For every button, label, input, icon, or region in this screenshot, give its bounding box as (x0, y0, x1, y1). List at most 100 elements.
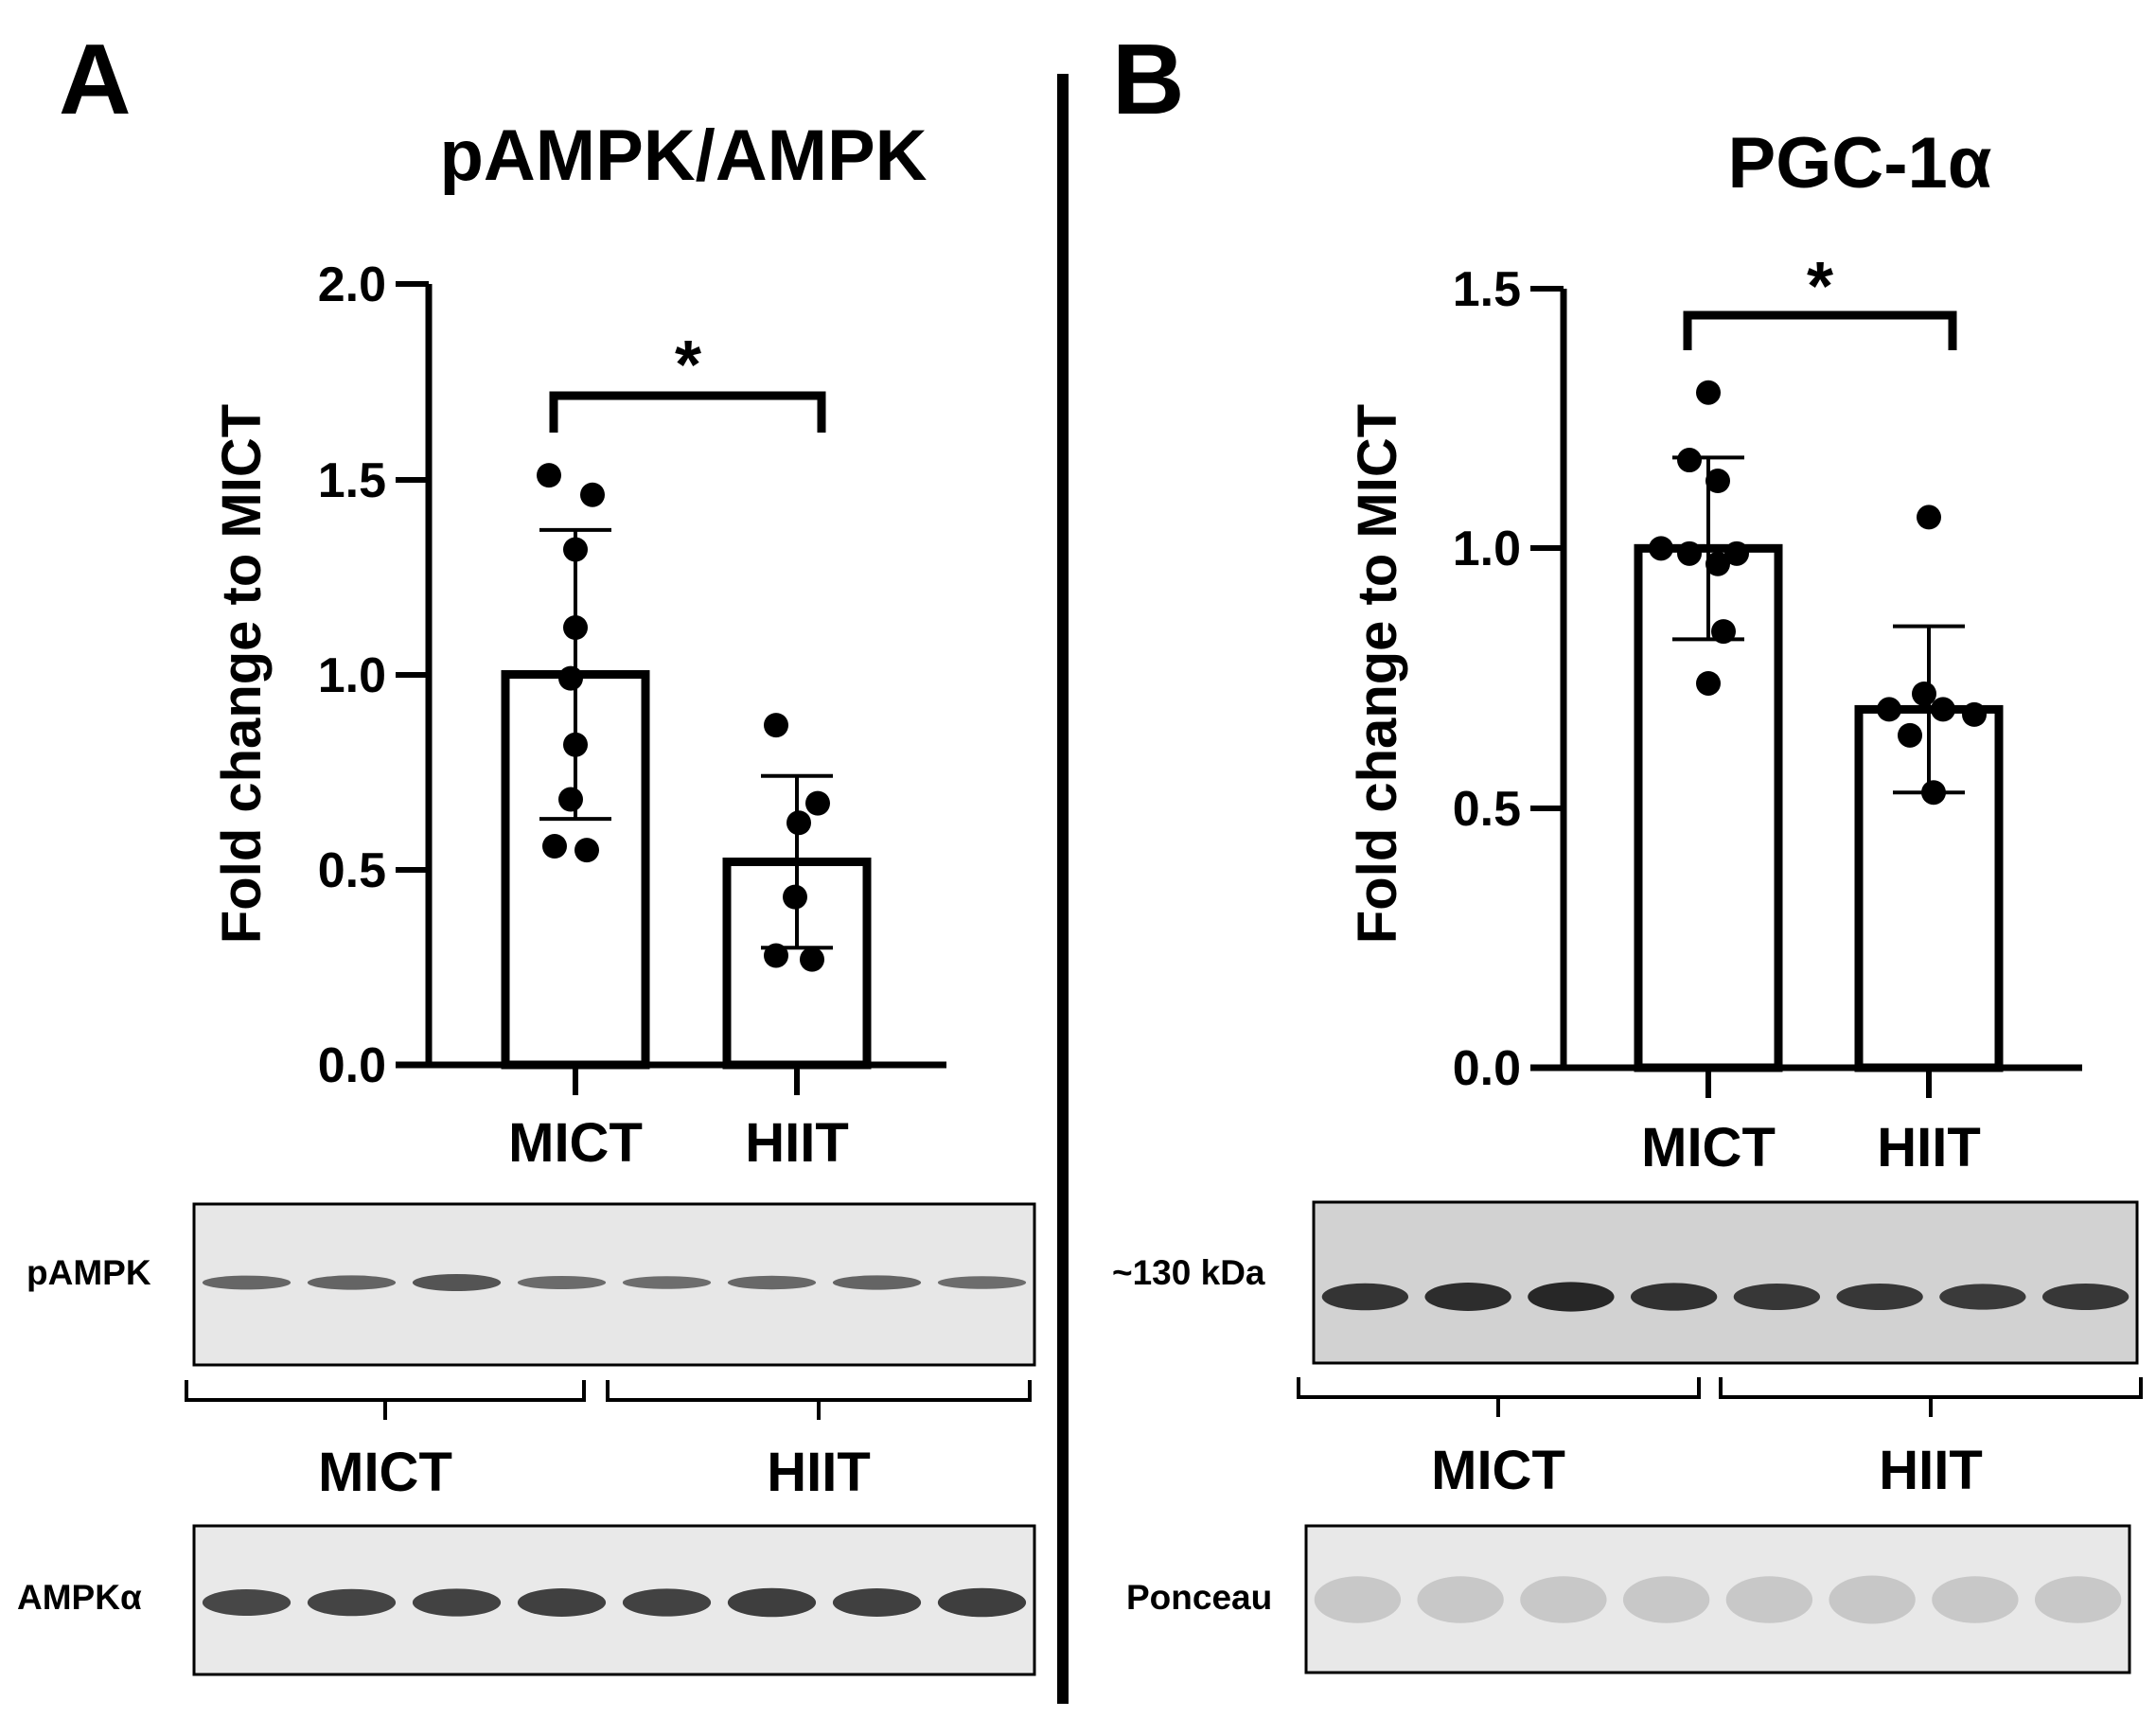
panel-b-significance-star: * (1807, 249, 1833, 325)
panel-b-top-band (1836, 1284, 1923, 1310)
panel-b-data-point (1649, 536, 1673, 561)
panel-b-data-point (1705, 469, 1730, 494)
panel-a-data-marks (501, 463, 872, 1070)
panel-b-top-band (1733, 1284, 1821, 1310)
panel-b-group-brace-hiit (1719, 1377, 2143, 1417)
panel-b-ytick-label: 1.0 (1453, 522, 1521, 576)
panel-b-bottom-band (1520, 1576, 1607, 1623)
panel-a-bottom-band (937, 1587, 1027, 1618)
panel-a-top-band (832, 1275, 922, 1290)
panel-b-bottom-band (1829, 1575, 1916, 1624)
panel-a-bottom-band (517, 1588, 607, 1617)
panel-a-category-label: HIIT (745, 1112, 849, 1174)
panel-b-data-point (1677, 540, 1702, 566)
panel-b-group-label-hiit: HIIT (1879, 1440, 1983, 1501)
panel-b-data-point (1696, 380, 1721, 405)
panel-a-group-label-mict: MICT (318, 1442, 452, 1503)
panel-b-data-point (1677, 448, 1702, 473)
panel-b-top-band (1630, 1283, 1718, 1311)
panel-b: B PGC-1α Fold change to MICT 0.0 0.5 1.0… (1112, 24, 2143, 1674)
panel-a-top-band (517, 1276, 607, 1289)
panel-a-bottom-band (832, 1588, 922, 1617)
panel-b-plot: 0.0 0.5 1.0 1.5 MICT HIIT * (1453, 249, 2082, 1178)
panel-b-ytick-label: 0.0 (1453, 1041, 1521, 1096)
panel-b-significance-bracket (1683, 310, 1957, 350)
panel-a-ytick-label: 1.5 (318, 453, 386, 508)
panel-b-group-label-mict: MICT (1431, 1440, 1565, 1501)
panel-a-data-point (558, 787, 583, 812)
panel-a-top-band (727, 1275, 817, 1290)
panel-a-bottom-band (202, 1589, 292, 1616)
panel-b-data-point (1912, 681, 1936, 706)
panel-a-group-brace-hiit (606, 1380, 1032, 1420)
panel-a-data-point (800, 947, 824, 972)
panel-a-significance-bracket (549, 391, 826, 433)
panel-b-bottom-band (1417, 1576, 1504, 1623)
panel-b-data-point (1898, 722, 1922, 748)
panel-a-data-point (563, 732, 588, 757)
panel-a-data-point (558, 665, 583, 691)
panel-b-top-band (1321, 1283, 1409, 1311)
panel-b-data-point (1724, 540, 1749, 566)
panel-b-top-band (1424, 1283, 1511, 1311)
panel-a-group-label-hiit: HIIT (767, 1442, 871, 1503)
panel-a-bottom-blot-label: AMPKα (17, 1578, 142, 1617)
panel-b-y-axis-label: Fold change to MICT (1347, 404, 1408, 944)
panel-a-data-point (537, 463, 561, 488)
panel-a-bottom-band (412, 1588, 502, 1617)
panel-a-top-band (412, 1274, 502, 1291)
panel-divider (1057, 74, 1069, 1704)
panel-b-top-band (1528, 1282, 1615, 1312)
panel-a-data-point (542, 834, 567, 859)
panel-a-data-point (764, 713, 788, 738)
panel-b-bottom-bands (1314, 1575, 2122, 1624)
panel-b-category-label: HIIT (1877, 1117, 1981, 1178)
panel-a-top-band (937, 1276, 1027, 1289)
panel-b-data-point (1962, 701, 1987, 727)
panel-b-top-band (2041, 1284, 2129, 1310)
panel-a-data-point (563, 615, 588, 640)
panel-b-top-bands (1321, 1282, 2129, 1312)
panel-b-data-marks (1634, 380, 2004, 1072)
panel-a-significance-star: * (675, 328, 701, 403)
panel-b-top-blot (1312, 1200, 2139, 1365)
panel-a-label: A (59, 24, 132, 135)
panel-a-ytick-label: 0.5 (318, 843, 386, 898)
panel-b-data-point (1921, 780, 1946, 806)
panel-b-data-point (1931, 697, 1955, 722)
panel-a-data-point (563, 537, 588, 562)
panel-a-bottom-band (307, 1588, 397, 1617)
panel-b-group-brace-mict (1297, 1377, 1701, 1417)
panel-b-category-label: MICT (1641, 1117, 1776, 1178)
panel-a-data-point (783, 884, 807, 910)
panel-a-category-label: MICT (508, 1112, 643, 1174)
panel-b-ytick-label: 1.5 (1453, 262, 1521, 317)
panel-a-bottom-bands (202, 1587, 1027, 1618)
panel-b-top-blot-label: ~130 kDa (1112, 1253, 1265, 1292)
panel-a-bottom-band (622, 1588, 712, 1617)
panel-a-top-blot-label: pAMPK (27, 1253, 151, 1292)
panel-b-bottom-band (2034, 1576, 2122, 1623)
panel-b-bottom-blot-label: Ponceau (1126, 1578, 1272, 1617)
panel-a-data-point (805, 790, 830, 816)
panel-b-bottom-band (1932, 1576, 2019, 1623)
panel-a-data-point (580, 482, 605, 507)
panel-b-bottom-band (1314, 1576, 1402, 1623)
panel-b-bottom-band (1622, 1576, 1710, 1623)
panel-b-top-band (1939, 1284, 2026, 1310)
panel-b-data-point (1696, 670, 1721, 696)
panel-a-title: pAMPK/AMPK (439, 115, 927, 196)
panel-a-ytick-label: 2.0 (318, 257, 386, 312)
panel-a-group-brace-mict (185, 1380, 586, 1420)
panel-a-top-band (622, 1276, 712, 1289)
panel-a-ytick-label: 1.0 (318, 648, 386, 703)
panel-a-plot: 0.0 0.5 1.0 1.5 2.0 MICT HIIT * (318, 257, 946, 1174)
panel-b-data-point (1705, 551, 1730, 576)
panel-b-data-point (1917, 505, 1941, 530)
panel-b-bottom-band (1725, 1576, 1813, 1623)
panel-a-top-bands (202, 1274, 1027, 1291)
panel-b-data-point (1711, 619, 1736, 645)
panel-a: A pAMPK/AMPK Fold change to MICT 0.0 0.5… (17, 24, 1036, 1676)
panel-a-data-point (786, 810, 811, 836)
panel-a-data-point (764, 943, 788, 968)
